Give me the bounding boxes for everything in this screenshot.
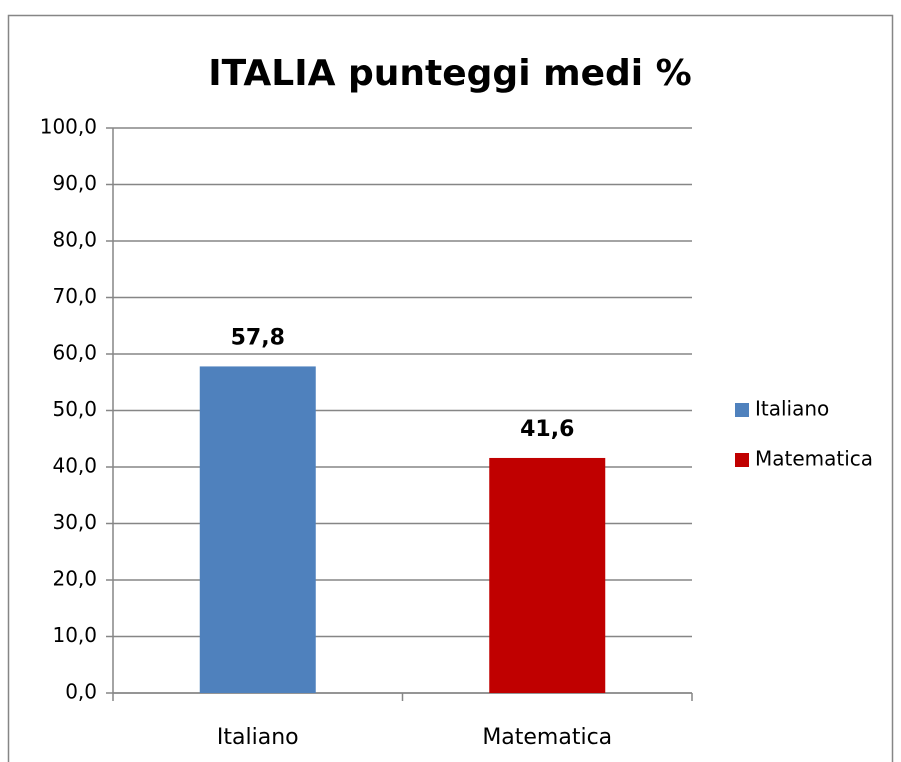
y-tick-label: 70,0 <box>52 284 97 308</box>
x-tick-label: Italiano <box>217 725 299 750</box>
y-tick-label: 40,0 <box>52 454 97 478</box>
legend-label: Italiano <box>755 397 829 421</box>
y-tick-label: 60,0 <box>52 341 97 365</box>
y-tick-label: 50,0 <box>52 397 97 421</box>
y-tick-label: 80,0 <box>52 228 97 252</box>
legend-swatch <box>735 453 749 467</box>
chart-frame <box>7 14 894 762</box>
y-tick-label: 100,0 <box>40 115 97 139</box>
y-tick-label: 30,0 <box>52 510 97 534</box>
bar <box>199 366 316 693</box>
bar <box>489 457 606 693</box>
y-tick-label: 90,0 <box>52 171 97 195</box>
value-label: 41,6 <box>520 417 574 442</box>
y-tick-label: 20,0 <box>52 567 97 591</box>
chart-title: ITALIA punteggi medi % <box>208 53 691 94</box>
x-tick-label: Matematica <box>482 725 612 750</box>
value-label: 57,8 <box>231 325 285 350</box>
y-tick-label: 10,0 <box>52 623 97 647</box>
y-tick-label: 0,0 <box>65 680 97 704</box>
legend-label: Matematica <box>755 447 873 471</box>
legend-swatch <box>735 403 749 417</box>
